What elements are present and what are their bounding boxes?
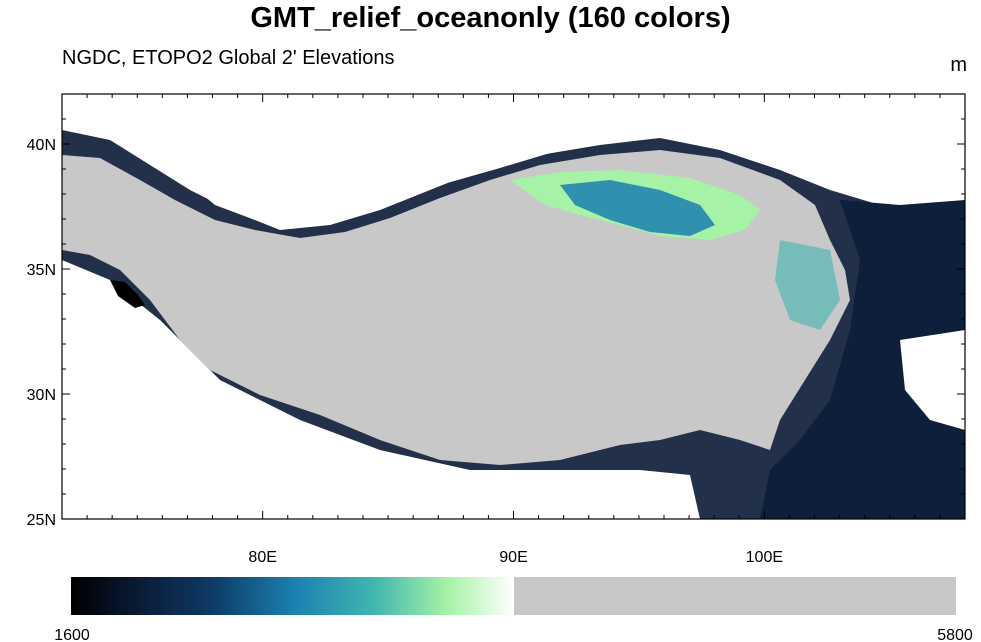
lon-tick-label: 100E	[746, 549, 783, 566]
terrain-layer	[62, 94, 965, 519]
axis-tick-labels: 25N 30N 35N 40N 80E 90E 100E	[27, 137, 783, 566]
map-subtitle: NGDC, ETOPO2 Global 2' Elevations	[62, 47, 395, 69]
lat-tick-label: 30N	[27, 387, 56, 404]
colorbar-max-label: 5800	[937, 627, 973, 642]
se-teal-patches	[775, 240, 840, 330]
lon-tick-label: 90E	[499, 549, 527, 566]
issyk-kul-lake	[110, 280, 145, 308]
map-title: GMT_relief_oceanonly (160 colors)	[250, 2, 731, 34]
lat-tick-label: 25N	[27, 512, 56, 529]
north-white	[600, 94, 965, 180]
colorbar-gray	[514, 577, 956, 615]
lon-tick-label: 80E	[248, 549, 276, 566]
colorbar-min-label: 1600	[54, 627, 90, 642]
tarim-basin-white	[150, 94, 640, 225]
lat-tick-label: 35N	[27, 262, 56, 279]
axis-ticks	[61, 93, 966, 520]
sichuan-lowland	[760, 200, 965, 519]
qaidam-basin-core	[560, 180, 715, 236]
lat-tick-label: 40N	[27, 137, 56, 154]
colorbar-ramp	[71, 577, 514, 615]
indo-gangetic-plain-white	[62, 300, 700, 519]
units-label: m	[950, 54, 967, 76]
far-se-white	[900, 330, 965, 430]
